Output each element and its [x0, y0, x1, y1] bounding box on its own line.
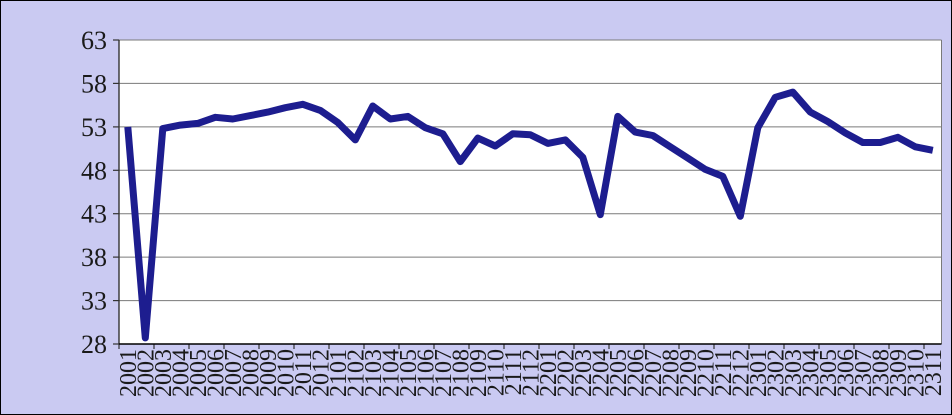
- x-axis-label: 2208: [658, 349, 684, 397]
- x-axis-label: 2204: [588, 349, 614, 397]
- x-axis-label: 2106: [413, 349, 439, 397]
- x-axis-label: 2102: [343, 349, 369, 397]
- y-axis-label: 33: [81, 287, 107, 316]
- x-axis-label: 2201: [536, 349, 562, 397]
- x-axis-label: 2202: [553, 349, 579, 397]
- x-axis-label: 2207: [641, 349, 667, 397]
- y-axis-label: 28: [81, 330, 107, 359]
- x-axis-label: 2309: [886, 349, 912, 397]
- x-axis-label: 2110: [483, 349, 509, 396]
- x-axis-label: 2108: [448, 349, 474, 397]
- x-axis-label: 2109: [466, 349, 492, 397]
- x-axis-label: 2001: [116, 349, 142, 397]
- y-axis-label: 38: [81, 243, 107, 272]
- x-axis-label: 2002: [133, 349, 159, 397]
- series-line: [124, 88, 934, 342]
- x-axis-label: 2008: [238, 349, 264, 397]
- y-axis-label: 43: [81, 200, 107, 229]
- x-axis-label: 2003: [151, 349, 177, 397]
- x-axis-label: 2307: [851, 349, 877, 397]
- x-axis-label: 2101: [326, 349, 352, 397]
- x-axis-label: 2103: [361, 349, 387, 397]
- x-axis-label: 2111: [501, 349, 527, 395]
- x-axis-label: 2301: [746, 349, 772, 397]
- x-axis-label: 2105: [396, 349, 422, 397]
- x-axis-label: 2006: [203, 349, 229, 397]
- x-axis-label: 2205: [606, 349, 632, 397]
- x-axis-label: 2012: [308, 349, 334, 397]
- y-axis-label: 58: [81, 69, 107, 98]
- x-axis-label: 2302: [763, 349, 789, 397]
- y-axis-label: 63: [81, 26, 107, 55]
- x-axis-label: 2007: [221, 349, 247, 397]
- x-axis-label: 2303: [781, 349, 807, 397]
- y-axis-label: 53: [81, 113, 107, 142]
- x-axis-label: 2004: [168, 349, 194, 397]
- x-axis-label: 2310: [903, 349, 929, 397]
- y-axis-label: 48: [81, 156, 107, 185]
- x-axis-label: 2104: [378, 349, 404, 397]
- x-axis-label: 2304: [798, 349, 824, 397]
- x-axis-label: 2306: [833, 349, 859, 397]
- x-axis-label: 2209: [676, 349, 702, 397]
- x-axis-label: 2311: [921, 349, 947, 396]
- x-axis-label: 2112: [518, 349, 544, 396]
- x-axis-label: 2005: [186, 349, 212, 397]
- x-axis-label: 2107: [431, 349, 457, 397]
- x-axis-label: 2210: [693, 349, 719, 397]
- x-axis-label: 2206: [623, 349, 649, 397]
- x-axis-label: 2212: [728, 349, 754, 397]
- x-axis-label: 2211: [711, 349, 737, 396]
- x-axis-label: 2308: [868, 349, 894, 397]
- x-axis-label: 2009: [256, 349, 282, 397]
- x-axis-label: 2305: [816, 349, 842, 397]
- x-axis-label: 2011: [291, 349, 317, 396]
- x-axis-label: 2203: [571, 349, 597, 397]
- plot-background: [119, 40, 942, 344]
- x-axis-label: 2010: [273, 349, 299, 397]
